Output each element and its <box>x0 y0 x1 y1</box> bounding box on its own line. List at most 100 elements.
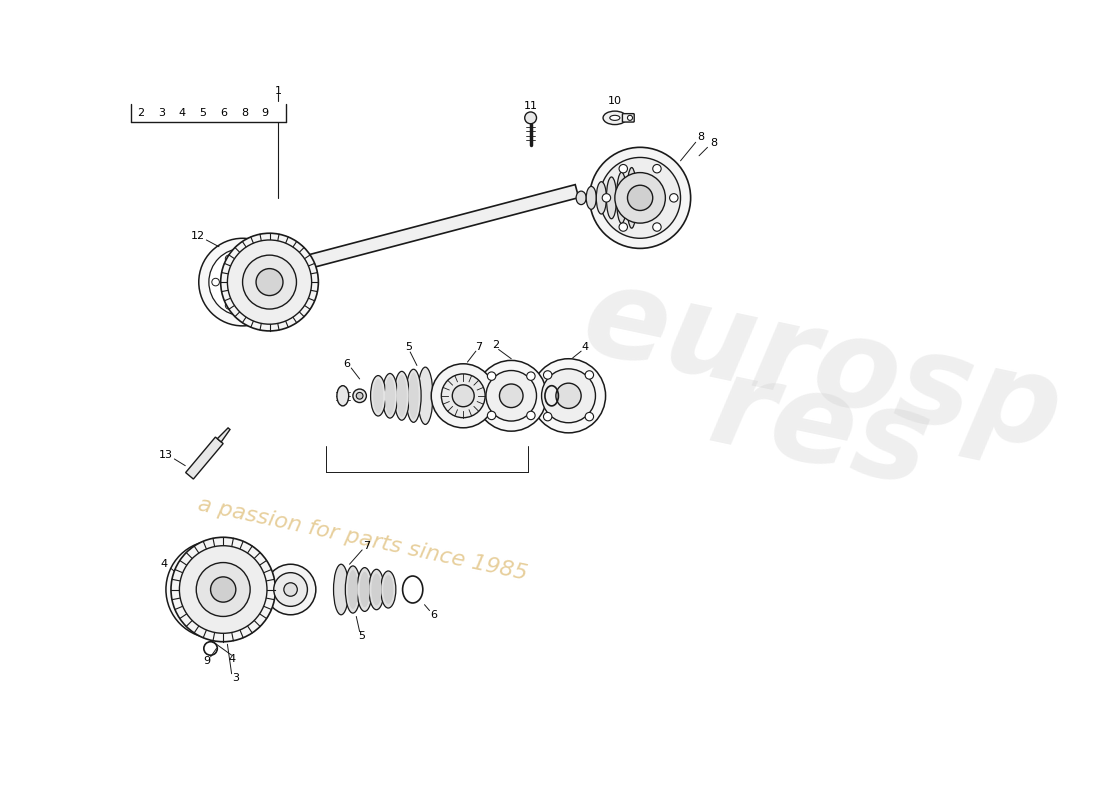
Ellipse shape <box>221 234 318 331</box>
Text: a passion for parts since 1985: a passion for parts since 1985 <box>196 494 529 584</box>
Circle shape <box>252 255 260 262</box>
Polygon shape <box>186 437 223 479</box>
Ellipse shape <box>394 371 409 420</box>
Ellipse shape <box>383 374 397 418</box>
Text: 8: 8 <box>241 108 249 118</box>
Ellipse shape <box>627 167 637 228</box>
Circle shape <box>652 165 661 173</box>
Ellipse shape <box>627 186 652 210</box>
Ellipse shape <box>609 115 620 120</box>
Ellipse shape <box>476 361 547 431</box>
Ellipse shape <box>337 386 349 406</box>
Ellipse shape <box>441 374 485 418</box>
Ellipse shape <box>486 370 537 421</box>
Text: 1: 1 <box>274 86 282 96</box>
Text: res: res <box>700 347 940 512</box>
Text: 6: 6 <box>220 108 228 118</box>
Ellipse shape <box>590 147 691 248</box>
Text: 5: 5 <box>405 342 412 352</box>
Ellipse shape <box>616 172 627 223</box>
Ellipse shape <box>373 379 383 413</box>
Text: 11: 11 <box>524 101 538 111</box>
Text: 2: 2 <box>493 340 499 350</box>
Ellipse shape <box>177 552 253 627</box>
Ellipse shape <box>199 238 286 326</box>
Ellipse shape <box>603 111 627 125</box>
Text: eurosp: eurosp <box>573 257 1072 476</box>
Circle shape <box>543 413 552 421</box>
Ellipse shape <box>406 370 421 422</box>
Ellipse shape <box>228 240 311 324</box>
Circle shape <box>212 278 219 286</box>
Text: 9: 9 <box>262 108 268 118</box>
Ellipse shape <box>265 564 316 614</box>
Text: 4: 4 <box>582 342 588 352</box>
Ellipse shape <box>353 389 366 402</box>
Ellipse shape <box>576 191 586 205</box>
Circle shape <box>652 223 661 231</box>
Ellipse shape <box>531 358 606 433</box>
Ellipse shape <box>274 573 307 606</box>
Text: 7: 7 <box>475 342 482 352</box>
Ellipse shape <box>586 186 596 210</box>
Ellipse shape <box>556 383 581 409</box>
Text: 8: 8 <box>711 138 718 148</box>
Ellipse shape <box>170 538 275 642</box>
Ellipse shape <box>596 182 606 214</box>
Text: 6: 6 <box>343 358 351 369</box>
Text: 3: 3 <box>232 673 240 683</box>
Circle shape <box>619 165 627 173</box>
Text: 7: 7 <box>363 541 370 550</box>
Polygon shape <box>218 428 230 442</box>
Ellipse shape <box>199 574 230 605</box>
Text: 5: 5 <box>359 631 365 641</box>
Ellipse shape <box>431 364 495 428</box>
Text: 10: 10 <box>608 96 622 106</box>
Circle shape <box>585 413 594 421</box>
Ellipse shape <box>383 575 394 604</box>
Ellipse shape <box>600 158 681 238</box>
FancyBboxPatch shape <box>623 114 635 122</box>
Text: 12: 12 <box>191 230 205 241</box>
Ellipse shape <box>284 582 297 596</box>
Ellipse shape <box>196 562 250 617</box>
Ellipse shape <box>348 570 358 609</box>
Ellipse shape <box>243 255 297 309</box>
Ellipse shape <box>368 570 384 610</box>
Circle shape <box>226 302 233 310</box>
Text: 4: 4 <box>161 559 168 570</box>
Ellipse shape <box>606 177 616 218</box>
Circle shape <box>252 302 260 310</box>
Ellipse shape <box>210 577 235 602</box>
Ellipse shape <box>333 564 349 614</box>
Ellipse shape <box>541 369 595 422</box>
Ellipse shape <box>345 566 361 613</box>
Circle shape <box>619 223 627 231</box>
Polygon shape <box>255 185 579 282</box>
Ellipse shape <box>385 377 395 414</box>
Text: 3: 3 <box>158 108 165 118</box>
Ellipse shape <box>358 568 372 611</box>
Circle shape <box>487 372 496 380</box>
Ellipse shape <box>615 173 666 223</box>
Circle shape <box>627 115 632 120</box>
Ellipse shape <box>179 546 267 634</box>
Ellipse shape <box>356 393 363 399</box>
Text: 13: 13 <box>158 450 173 460</box>
Text: 4: 4 <box>178 108 186 118</box>
Ellipse shape <box>209 248 276 316</box>
Circle shape <box>487 411 496 420</box>
Circle shape <box>543 370 552 379</box>
Text: 9: 9 <box>202 656 210 666</box>
Circle shape <box>226 255 233 262</box>
Ellipse shape <box>360 572 370 607</box>
Ellipse shape <box>499 384 522 407</box>
Circle shape <box>602 194 610 202</box>
Text: 4: 4 <box>228 654 235 663</box>
Ellipse shape <box>397 374 407 417</box>
Ellipse shape <box>226 266 260 299</box>
Ellipse shape <box>371 375 386 416</box>
Ellipse shape <box>166 541 264 638</box>
Ellipse shape <box>452 385 474 406</box>
Circle shape <box>670 194 678 202</box>
